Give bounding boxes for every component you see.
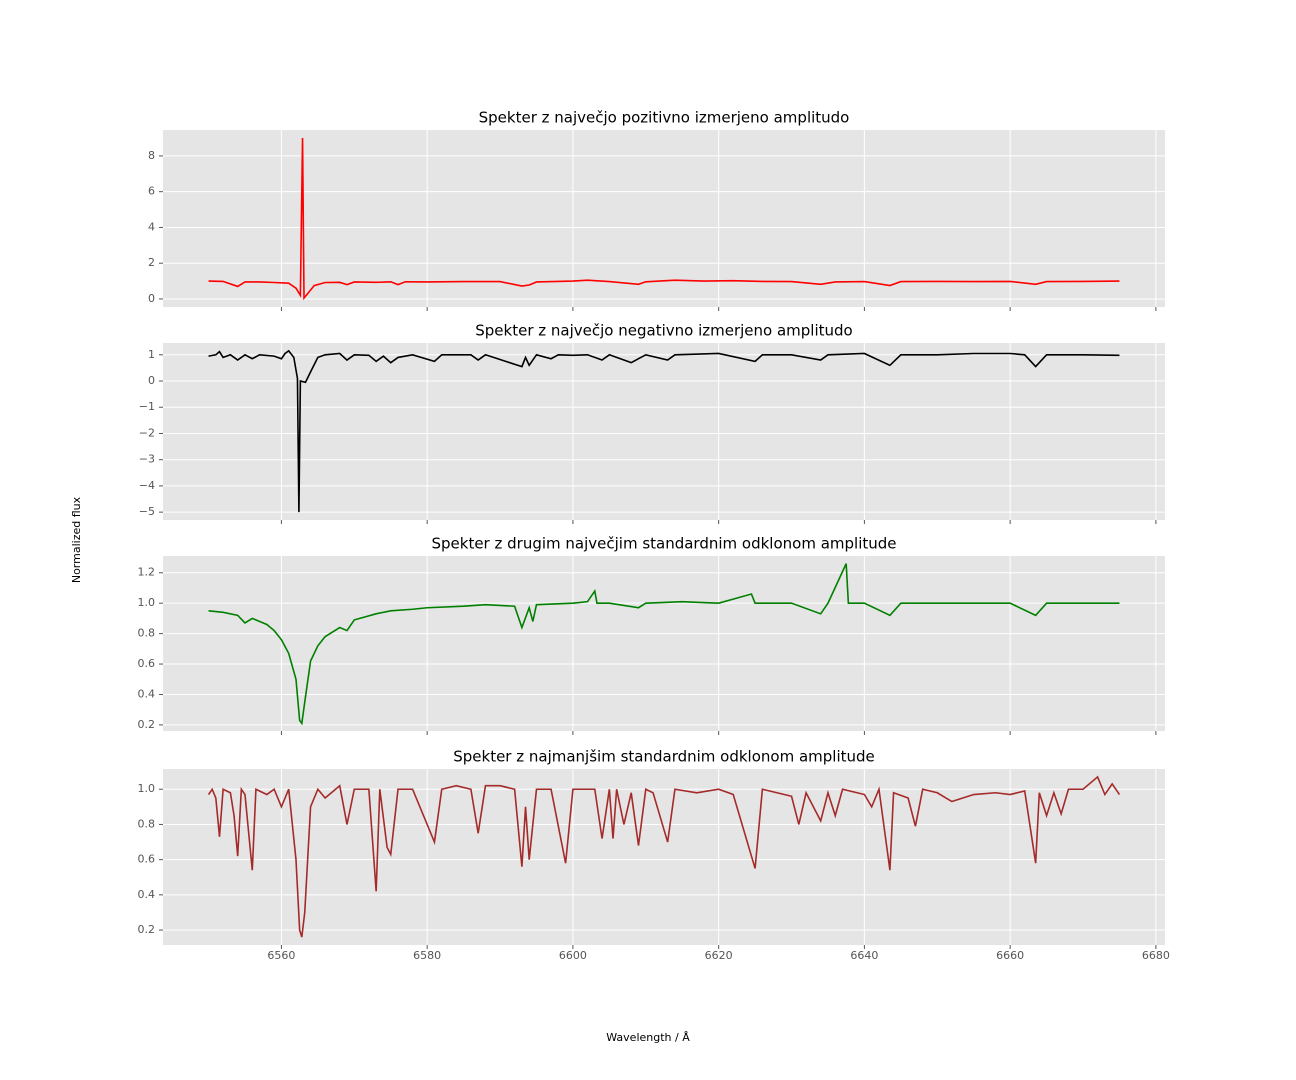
y-tick-label: 0.2: [138, 718, 156, 731]
plot-area: [163, 769, 1165, 945]
y-tick-label: 0: [148, 292, 155, 305]
y-axis-label: Normalized flux: [70, 496, 83, 583]
x-tick-label: 6580: [413, 949, 441, 962]
spectrum-line: [207, 775, 1121, 938]
y-tick-label: −1: [139, 400, 155, 413]
y-tick-label: 0.8: [138, 817, 156, 830]
chart-title: Spekter z največjo pozitivno izmerjeno a…: [479, 109, 850, 127]
y-tick-label: 0: [148, 374, 155, 387]
x-tick-label: 6600: [559, 949, 587, 962]
y-tick-label: −4: [139, 479, 155, 492]
x-tick-label: 6620: [705, 949, 733, 962]
spectrum-line: [208, 138, 1120, 301]
y-tick-label: 0.2: [138, 923, 156, 936]
x-tick-label: 6660: [996, 949, 1024, 962]
chart-title: Spekter z največjo negativno izmerjeno a…: [475, 322, 852, 340]
x-tick-label: 6640: [850, 949, 878, 962]
y-tick-label: 0.8: [138, 627, 156, 640]
x-tick-label: 6680: [1142, 949, 1170, 962]
plot-area: [163, 556, 1165, 731]
spectrum-line: [208, 349, 1120, 513]
y-tick-label: 1.0: [138, 782, 156, 795]
y-tick-label: −2: [139, 426, 155, 439]
y-tick-label: 4: [148, 220, 155, 233]
chart-title: Spekter z drugim največjim standardnim o…: [431, 535, 896, 553]
y-tick-label: −5: [139, 505, 155, 518]
y-tick-label: 8: [148, 149, 155, 162]
x-tick-label: 6560: [267, 949, 295, 962]
y-tick-label: −3: [139, 453, 155, 466]
y-tick-label: 0.4: [138, 687, 156, 700]
y-tick-label: 2: [148, 256, 155, 269]
y-tick-label: 0.4: [138, 888, 156, 901]
y-tick-label: 6: [148, 185, 155, 198]
chart-title: Spekter z najmanjšim standardnim odklono…: [453, 748, 875, 766]
y-tick-label: 1.0: [138, 596, 156, 609]
x-axis-label: Wavelength / Å: [606, 1031, 690, 1044]
spectrum-line: [208, 563, 1120, 726]
y-tick-label: 1: [148, 348, 155, 361]
y-tick-label: 0.6: [138, 657, 156, 670]
y-tick-label: 0.6: [138, 853, 156, 866]
plot-area: [163, 130, 1165, 307]
y-tick-label: 1.2: [138, 566, 156, 579]
plot-area: [163, 343, 1165, 520]
